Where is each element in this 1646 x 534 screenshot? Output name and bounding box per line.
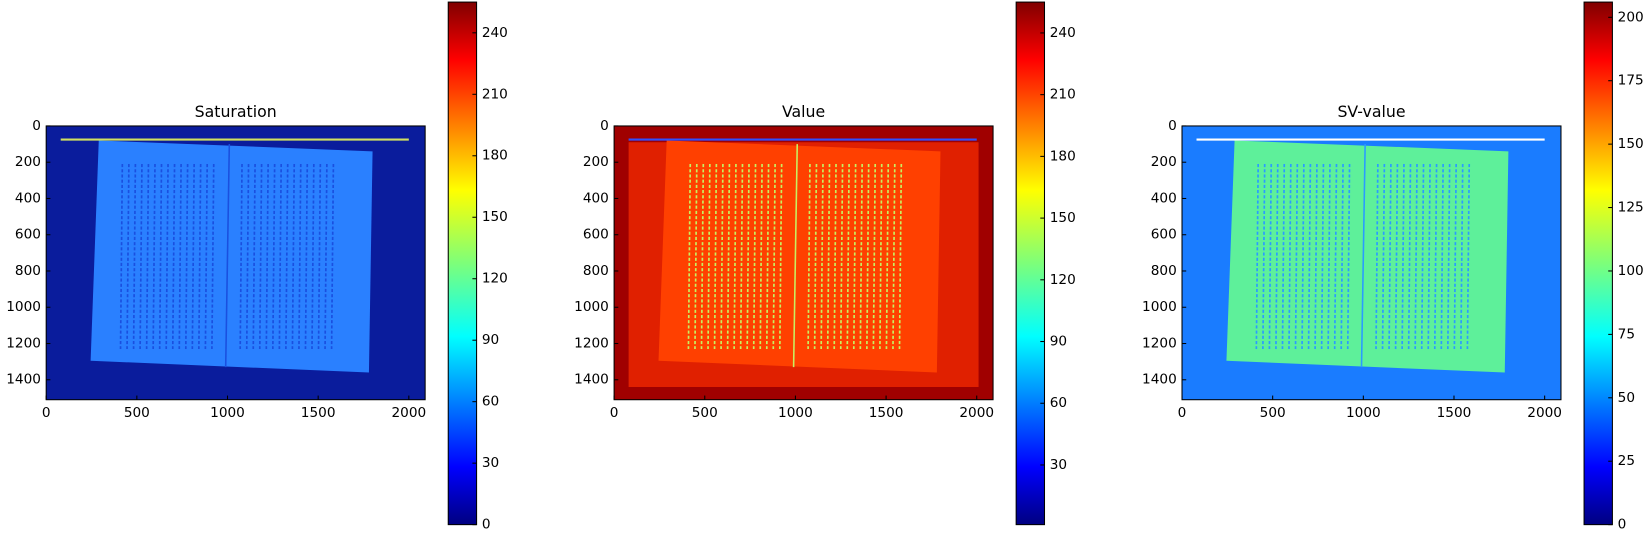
x-tick-label: 2000 xyxy=(391,405,426,421)
y-tick-label: 200 xyxy=(1151,154,1177,170)
colorbar-tick-label: 210 xyxy=(482,86,508,102)
y-tick-label: 600 xyxy=(1151,227,1177,243)
y-tick-label: 400 xyxy=(15,191,41,207)
y-tick-label: 200 xyxy=(15,154,41,170)
colorbar-tick-label: 90 xyxy=(1050,334,1067,350)
colorbar-tick-label: 90 xyxy=(482,332,499,348)
colorbar-tick-label: 180 xyxy=(1050,148,1076,164)
book-spine xyxy=(792,144,799,368)
y-tick-label: 600 xyxy=(15,227,41,243)
y-tick-label: 0 xyxy=(32,118,41,134)
chart-title: Value xyxy=(782,102,825,121)
colorbar-tick-label: 175 xyxy=(1618,73,1644,89)
colorbar-tick-label: 75 xyxy=(1618,326,1635,342)
colorbar-tick-label: 0 xyxy=(482,517,491,533)
image xyxy=(46,125,426,400)
colorbar-tick-label: 50 xyxy=(1618,390,1635,406)
colorbar xyxy=(447,1,478,526)
colorbar-tick-label: 30 xyxy=(482,455,499,471)
x-tick-label: 1500 xyxy=(301,405,336,421)
colorbar-tick-label: 60 xyxy=(482,394,499,410)
y-tick-label: 0 xyxy=(600,118,609,134)
colorbar-tick-label: 240 xyxy=(482,25,508,41)
colorbar-tick-label: 150 xyxy=(482,209,508,225)
y-tick-label: 800 xyxy=(15,263,41,279)
x-tick-label: 1500 xyxy=(869,405,904,421)
chart-title: SV-value xyxy=(1337,102,1405,121)
y-tick-label: 800 xyxy=(583,263,609,279)
colorbar-tick-label: 120 xyxy=(482,271,508,287)
x-tick-label: 0 xyxy=(1178,405,1187,421)
y-tick-label: 0 xyxy=(1168,118,1177,134)
axes-frame xyxy=(613,125,994,401)
y-tick-label: 1000 xyxy=(1142,299,1177,315)
colorbar xyxy=(1583,1,1613,526)
x-tick-label: 1000 xyxy=(1346,405,1381,421)
x-tick-label: 1000 xyxy=(778,405,813,421)
x-tick-label: 2000 xyxy=(959,405,994,421)
y-tick-label: 800 xyxy=(1151,263,1177,279)
chart-title: Saturation xyxy=(195,102,277,121)
y-tick-label: 400 xyxy=(1151,191,1177,207)
x-tick-label: 0 xyxy=(610,405,619,421)
book xyxy=(658,140,941,373)
image xyxy=(1182,125,1561,400)
book xyxy=(1226,140,1509,373)
colorbar-tick-label: 25 xyxy=(1618,453,1635,469)
colorbar-tick-label: 0 xyxy=(1618,517,1627,533)
y-tick-label: 1000 xyxy=(574,299,609,315)
y-tick-label: 1200 xyxy=(6,336,41,352)
image xyxy=(614,125,994,400)
colorbar-tick-label: 200 xyxy=(1618,9,1644,25)
y-tick-label: 1200 xyxy=(1142,336,1177,352)
axes-frame xyxy=(1181,125,1562,401)
x-tick-label: 2000 xyxy=(1527,405,1562,421)
book-spine xyxy=(224,144,231,368)
y-tick-label: 1400 xyxy=(6,372,41,388)
x-tick-label: 500 xyxy=(124,405,150,421)
colorbar-tick-label: 120 xyxy=(1050,272,1076,288)
y-tick-label: 1200 xyxy=(574,336,609,352)
x-tick-label: 500 xyxy=(1260,405,1286,421)
colorbar-tick-label: 60 xyxy=(1050,395,1067,411)
colorbar-tick-label: 240 xyxy=(1050,25,1076,41)
colorbar xyxy=(1015,1,1046,526)
colorbar-tick-label: 125 xyxy=(1618,200,1644,216)
colorbar-tick-label: 30 xyxy=(1050,457,1067,473)
x-tick-label: 0 xyxy=(42,405,51,421)
x-tick-label: 500 xyxy=(692,405,718,421)
colorbar-tick-label: 210 xyxy=(1050,87,1076,103)
book xyxy=(90,140,373,373)
axes-frame xyxy=(45,125,426,401)
x-tick-label: 1000 xyxy=(210,405,245,421)
colorbar-tick-label: 150 xyxy=(1618,136,1644,152)
colorbar-tick-label: 180 xyxy=(482,148,508,164)
y-tick-label: 400 xyxy=(583,191,609,207)
y-tick-label: 1000 xyxy=(6,299,41,315)
y-tick-label: 200 xyxy=(583,154,609,170)
x-tick-label: 1500 xyxy=(1437,405,1472,421)
colorbar-tick-label: 100 xyxy=(1618,263,1644,279)
colorbar-tick-label: 150 xyxy=(1050,210,1076,226)
y-tick-label: 1400 xyxy=(1142,372,1177,388)
book-spine xyxy=(1360,144,1366,368)
y-tick-label: 600 xyxy=(583,227,609,243)
y-tick-label: 1400 xyxy=(574,372,609,388)
